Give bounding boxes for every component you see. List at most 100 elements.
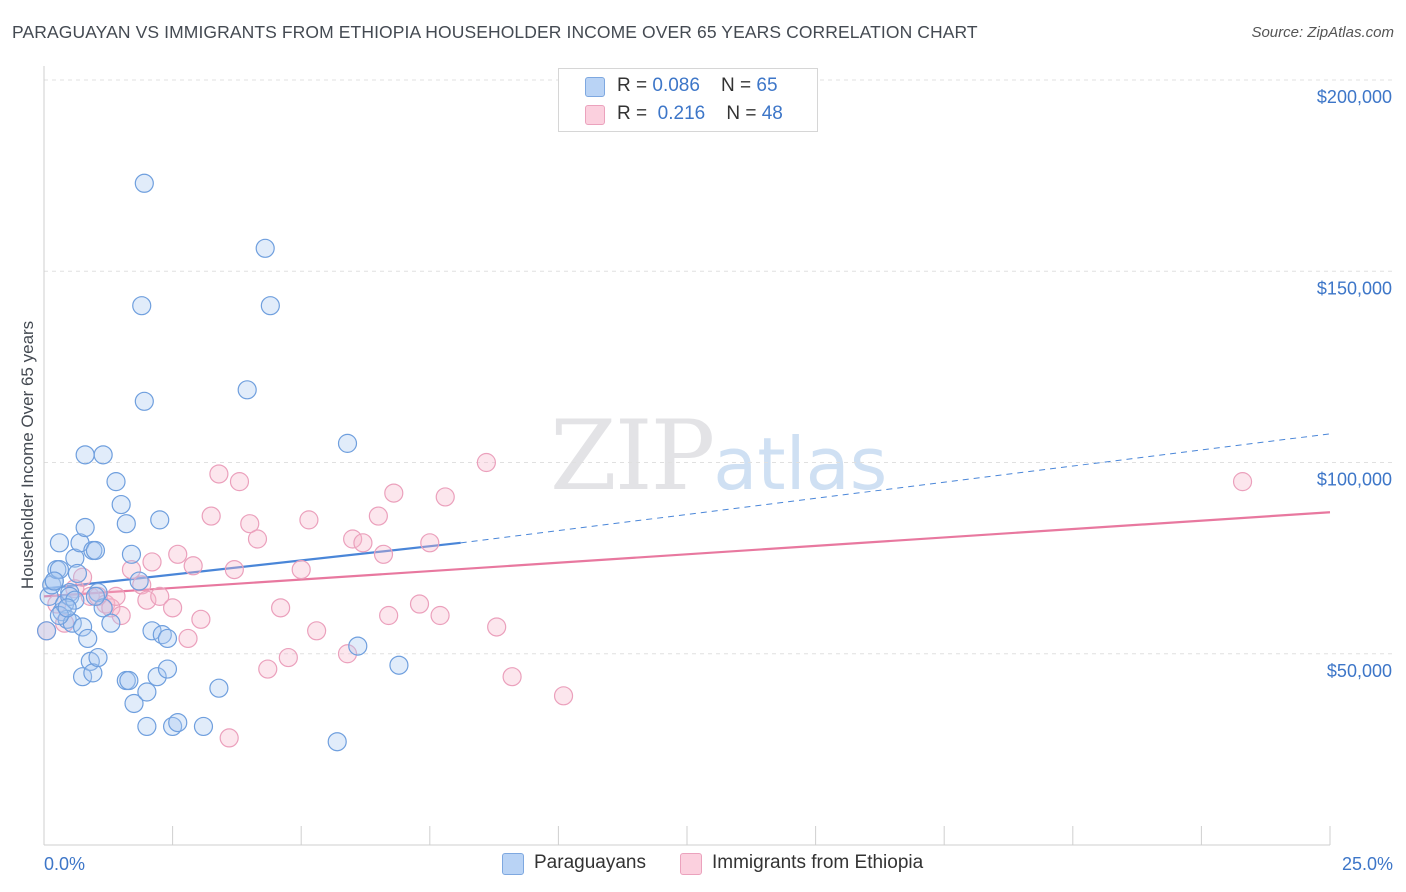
point-ethiopia — [106, 586, 126, 606]
point-paraguayans — [65, 548, 85, 568]
point-paraguayans — [49, 605, 70, 626]
x-tick-label-min: 0.0% — [44, 854, 85, 874]
point-paraguayans — [150, 510, 170, 530]
point-ethiopia — [373, 544, 394, 564]
legend-swatch-paraguayans — [585, 77, 605, 97]
y-axis-title: Householder Income Over 65 years — [18, 321, 37, 589]
point-ethiopia — [487, 617, 507, 637]
trend-line-paraguayans-extension — [460, 433, 1331, 544]
point-paraguayans — [85, 540, 106, 561]
point-ethiopia — [420, 533, 440, 553]
point-paraguayans — [93, 598, 113, 618]
point-ethiopia — [178, 628, 198, 649]
point-ethiopia — [430, 605, 450, 626]
point-paraguayans — [85, 586, 106, 606]
point-paraguayans — [134, 173, 154, 193]
point-paraguayans — [348, 636, 368, 656]
point-ethiopia — [384, 483, 404, 503]
point-paraguayans — [78, 628, 98, 649]
point-paraguayans — [168, 712, 188, 733]
point-ethiopia — [240, 514, 260, 534]
watermark-light: atlas — [713, 422, 888, 506]
point-ethiopia — [224, 559, 244, 580]
point-paraguayans — [75, 517, 95, 538]
point-ethiopia — [219, 728, 239, 748]
point-paraguayans — [72, 667, 93, 687]
point-paraguayans — [209, 678, 229, 698]
point-paraguayans — [132, 296, 152, 316]
point-paraguayans — [67, 563, 88, 584]
point-ethiopia — [368, 506, 388, 526]
point-ethiopia — [379, 605, 399, 626]
point-paraguayans — [157, 659, 178, 679]
point-paraguayans — [88, 647, 108, 668]
point-ethiopia — [553, 686, 574, 706]
point-paraguayans — [65, 590, 85, 610]
y-tick-label: $50,000 — [1327, 661, 1392, 681]
point-paraguayans — [39, 586, 59, 606]
legend-swatch-ethiopia — [585, 105, 605, 125]
point-paraguayans — [129, 571, 149, 591]
bottom-legend-label-ethiopia: Immigrants from Ethiopia — [712, 852, 924, 873]
point-paraguayans — [389, 655, 409, 675]
point-paraguayans — [93, 445, 113, 465]
point-ethiopia — [278, 647, 298, 668]
point-paraguayans — [119, 670, 139, 691]
point-ethiopia — [168, 544, 188, 564]
point-paraguayans — [121, 544, 142, 564]
point-paraguayans — [36, 621, 57, 641]
point-ethiopia — [183, 556, 203, 576]
point-ethiopia — [191, 609, 211, 629]
trend-line-ethiopia — [43, 511, 1331, 598]
point-paraguayans — [137, 716, 157, 737]
point-paraguayans — [49, 559, 70, 580]
point-paraguayans — [124, 693, 144, 714]
point-paraguayans — [111, 494, 131, 515]
point-paraguayans — [152, 625, 172, 645]
point-ethiopia — [1232, 472, 1253, 492]
point-paraguayans — [116, 514, 136, 534]
y-tick-label: $100,000 — [1317, 470, 1392, 490]
bottom-legend-swatch-paraguayans — [502, 853, 524, 875]
point-ethiopia — [101, 598, 121, 618]
point-ethiopia — [229, 472, 250, 492]
axes — [43, 66, 1331, 846]
point-ethiopia — [271, 598, 291, 618]
point-paraguayans — [147, 667, 167, 687]
x-tick-label-max: 25.0% — [1342, 854, 1393, 874]
point-paraguayans — [193, 716, 214, 737]
point-ethiopia — [137, 590, 157, 610]
chart-title: PARAGUAYAN VS IMMIGRANTS FROM ETHIOPIA H… — [12, 22, 978, 42]
point-paraguayans — [106, 472, 126, 492]
point-paraguayans — [327, 732, 347, 752]
point-ethiopia — [163, 598, 183, 618]
data-points — [36, 173, 1253, 752]
point-paraguayans — [72, 617, 93, 637]
point-ethiopia — [209, 464, 229, 484]
point-paraguayans — [163, 716, 183, 737]
point-ethiopia — [150, 586, 170, 606]
point-ethiopia — [258, 659, 278, 679]
point-paraguayans — [337, 433, 358, 453]
legend-text-paraguayans: R = 0.086 N = 65 — [617, 75, 778, 96]
point-paraguayans — [137, 682, 157, 702]
point-ethiopia — [291, 559, 311, 580]
point-paraguayans — [255, 238, 275, 258]
point-paraguayans — [101, 613, 121, 633]
point-ethiopia — [111, 605, 131, 626]
point-ethiopia — [121, 559, 142, 580]
point-ethiopia — [299, 510, 319, 530]
point-ethiopia — [72, 567, 93, 587]
bottom-legend-swatch-ethiopia — [680, 853, 702, 875]
grid — [44, 79, 1395, 655]
legend-text-ethiopia: R = 0.216 N = 48 — [617, 103, 783, 124]
point-paraguayans — [49, 533, 70, 553]
point-paraguayans — [134, 391, 154, 411]
point-ethiopia — [247, 529, 268, 549]
point-ethiopia — [337, 644, 358, 664]
point-ethiopia — [343, 529, 363, 549]
point-paraguayans — [83, 663, 103, 683]
watermark-bold: ZIP — [550, 400, 715, 512]
point-paraguayans — [57, 598, 77, 618]
